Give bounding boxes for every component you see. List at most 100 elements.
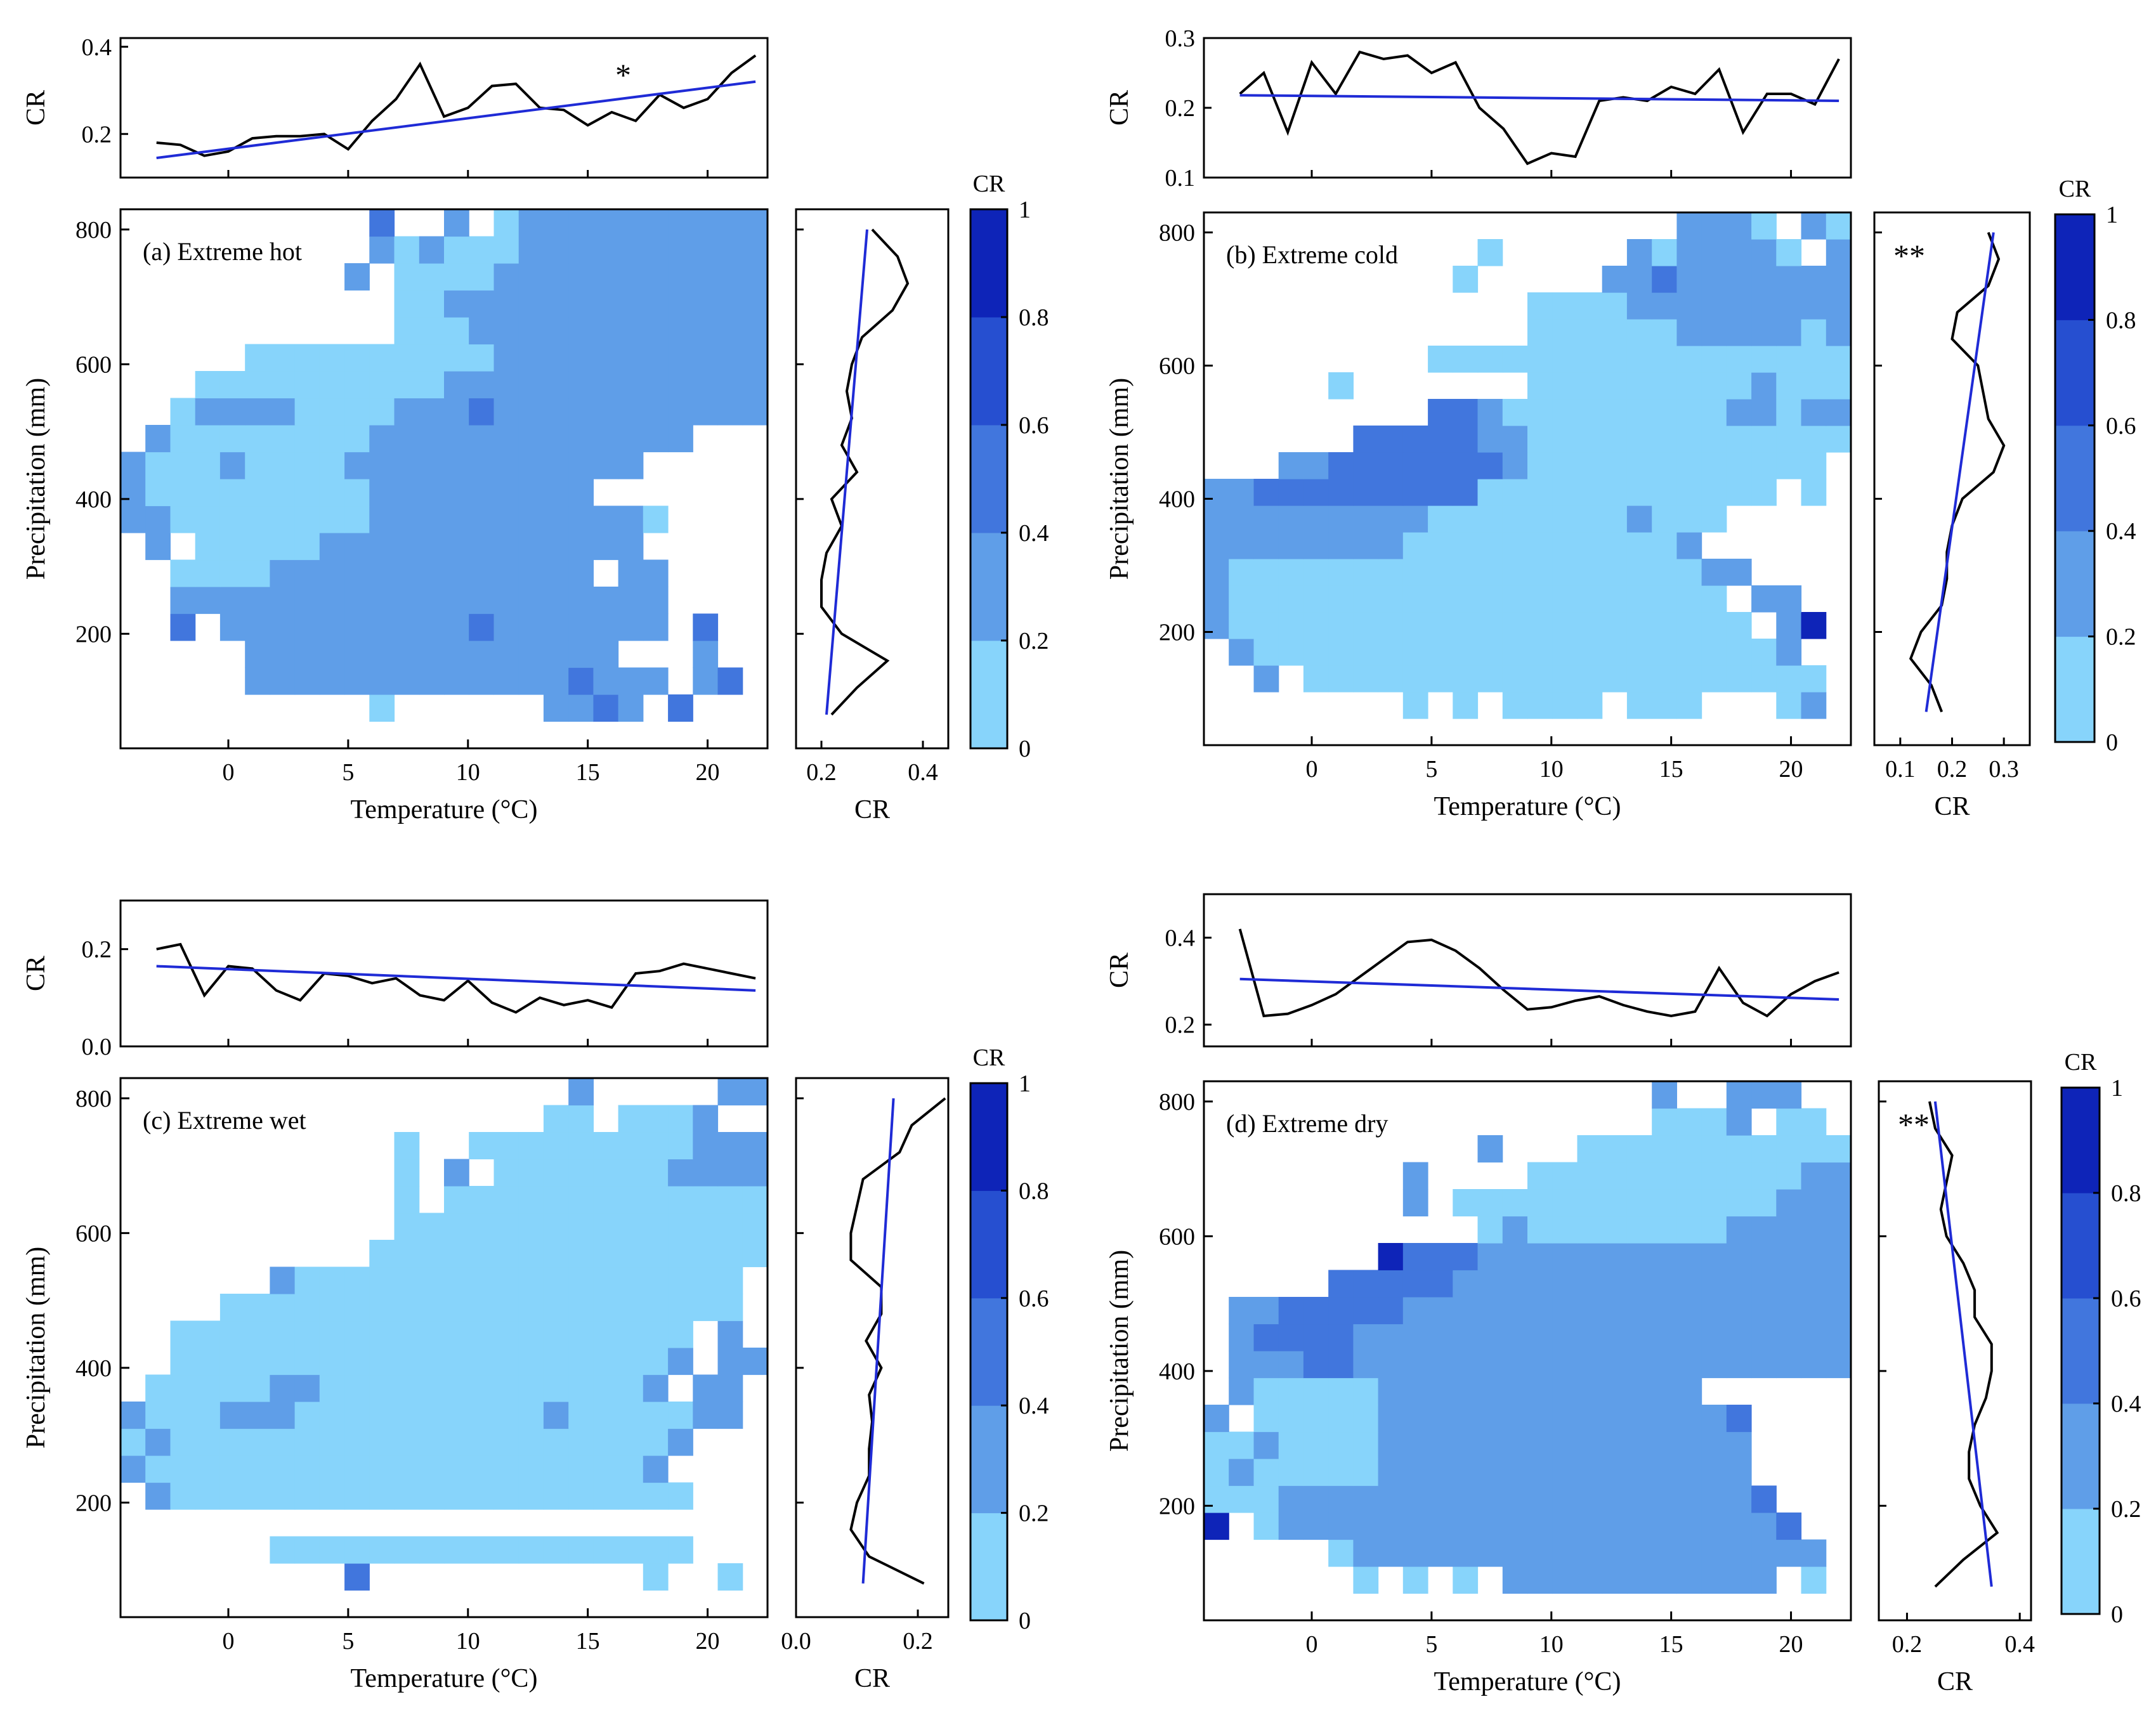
colorbar-title: CR [973, 171, 1005, 197]
heatmap-cell [1428, 1539, 1453, 1567]
heatmap-cell [1676, 1405, 1702, 1433]
colorbar-title: CR [2065, 1049, 2097, 1076]
heatmap-cell [643, 1294, 669, 1322]
heatmap-cell [742, 263, 768, 291]
heatmap-cell [170, 559, 196, 587]
heatmap-cell [543, 344, 569, 372]
heatmap-cell [1626, 1270, 1652, 1298]
heatmap-cell [1453, 505, 1479, 533]
heatmap-cell [1378, 505, 1404, 533]
heatmap-cell [419, 1348, 445, 1376]
x-axis-label: Temperature (°C) [351, 1664, 538, 1693]
heatmap-cell [618, 452, 644, 479]
heatmap-cell [1477, 612, 1503, 639]
heatmap-cell [1701, 479, 1727, 506]
heatmap-cell [1278, 639, 1304, 666]
heatmap-cell [1552, 1243, 1578, 1271]
heatmap-cell [270, 479, 296, 507]
heatmap-cell [1652, 1189, 1677, 1217]
heatmap-cell [1652, 1081, 1677, 1109]
heatmap-cell [1776, 1162, 1802, 1190]
heatmap-cell [1253, 1431, 1279, 1459]
heatmap-cell [593, 371, 619, 399]
heatmap-cell [693, 263, 719, 291]
heatmap-cell [693, 236, 719, 264]
heatmap-cell [469, 1294, 494, 1322]
heatmap-cell [1676, 426, 1702, 453]
heatmap-cell [1552, 665, 1578, 693]
heatmap-cell [493, 398, 519, 426]
heatmap-cell [1527, 585, 1553, 613]
heatmap-cell [1328, 1485, 1354, 1513]
heatmap-cell [1328, 1431, 1354, 1459]
heatmap-cell [1477, 1431, 1503, 1459]
heatmap-cell [643, 236, 669, 264]
heatmap-cell [1502, 1189, 1528, 1217]
heatmap-cell [668, 1105, 693, 1133]
x-tick-label: 0 [1306, 1631, 1318, 1658]
heatmap-cell [1303, 1405, 1329, 1433]
heatmap-cell [1652, 1539, 1677, 1567]
heatmap-cell [1602, 665, 1628, 693]
x-tick-label: 20 [696, 1628, 720, 1655]
heatmap-cell [145, 533, 171, 561]
heatmap-cell [1726, 372, 1752, 400]
top-curve-frame [1203, 37, 1852, 179]
heatmap-cell [1776, 319, 1802, 346]
heatmap-cell [1776, 692, 1802, 719]
heatmap-cell [543, 559, 569, 587]
heatmap-cell [518, 1186, 544, 1214]
heatmap-cell [270, 1320, 296, 1348]
heatmap-cell [1527, 639, 1553, 666]
heatmap-cell [1801, 1566, 1827, 1594]
heatmap-cell [1776, 1135, 1802, 1163]
heatmap-cell [618, 1266, 644, 1294]
heatmap-cell [1402, 665, 1428, 693]
heatmap-cell [344, 398, 370, 426]
heatmap-cell [1502, 1324, 1528, 1351]
heatmap-cell [1278, 1324, 1304, 1351]
heatmap-cell [668, 263, 693, 291]
heatmap-cell [1378, 1485, 1404, 1513]
panel-title: (d) Extreme dry [1226, 1109, 1388, 1138]
heatmap-cell [668, 398, 693, 426]
heatmap-cell [1751, 639, 1777, 666]
heatmap-cell [1701, 1459, 1727, 1487]
heatmap-cell [245, 559, 270, 587]
heatmap-cell [693, 613, 719, 641]
heatmap-cell [1751, 1324, 1777, 1351]
heatmap-cell [518, 317, 544, 345]
heatmap-cell [419, 236, 445, 264]
heatmap-cell [518, 559, 544, 587]
heatmap-cell [1378, 1351, 1404, 1379]
heatmap-cell [1204, 1459, 1229, 1487]
heatmap-cell [344, 1348, 370, 1376]
heatmap-cell [668, 371, 693, 399]
heatmap-cell [1253, 1485, 1279, 1513]
heatmap-cell [1402, 1243, 1428, 1271]
heatmap-cell [1402, 1297, 1428, 1325]
panel-title: (c) Extreme wet [143, 1106, 306, 1135]
heatmap-cell [1253, 479, 1279, 506]
heatmap-cell [1328, 585, 1354, 613]
heatmap-cell [469, 667, 494, 695]
heatmap-cell [1676, 505, 1702, 533]
panel-title: (a) Extreme hot [143, 237, 302, 266]
heatmap-cell [593, 1266, 619, 1294]
colorbar-tick-label: 0.8 [2106, 307, 2136, 334]
heatmap-cell [668, 344, 693, 372]
heatmap-cell [1552, 1216, 1578, 1244]
heatmap-cell [593, 1348, 619, 1376]
heatmap-cell [493, 1455, 519, 1483]
top-y-tick-label: 0.4 [82, 34, 112, 61]
y-tick-label: 800 [75, 1086, 112, 1112]
heatmap-cell [1626, 1566, 1652, 1594]
heatmap-cell [618, 398, 644, 426]
heatmap-cell [219, 587, 245, 615]
heatmap-cell [668, 1132, 693, 1160]
heatmap-cell [518, 398, 544, 426]
heatmap-cell [1801, 1216, 1827, 1244]
colorbar-segment [970, 425, 1007, 533]
heatmap-cell [1378, 452, 1404, 479]
heatmap-cell [1502, 665, 1528, 693]
